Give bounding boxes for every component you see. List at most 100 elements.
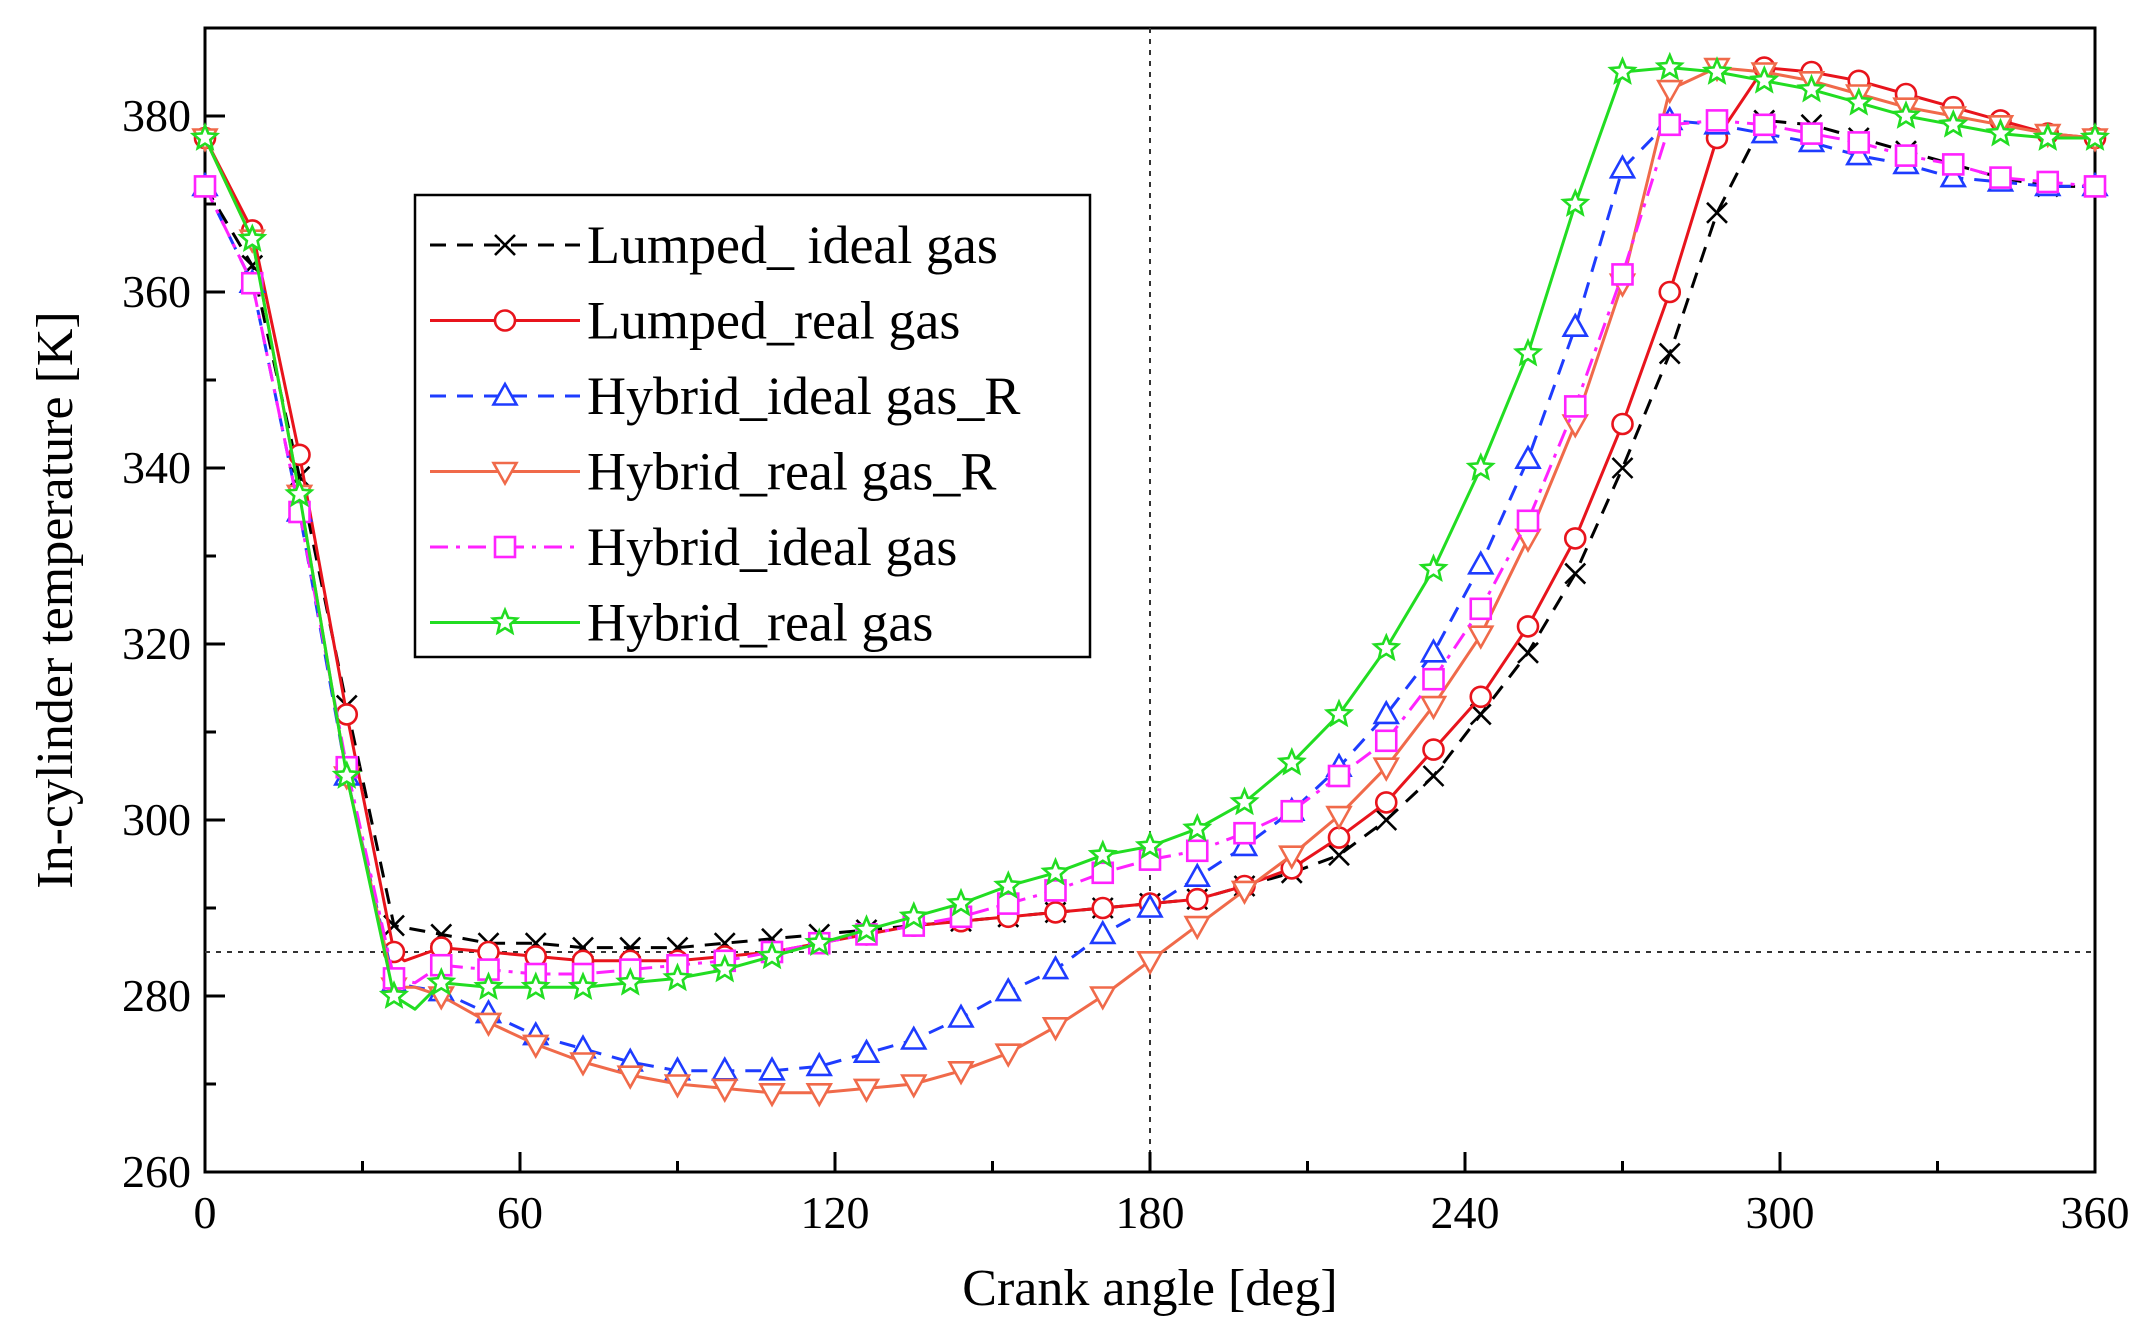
data-point-hybrid-real-gas [237, 223, 268, 253]
data-point-lumped-real-gas [1374, 791, 1398, 814]
data-point-hybrid-real-gas [473, 971, 504, 1001]
legend-label-hybrid-real-gas-r: Hybrid_real gas_R [587, 442, 996, 502]
data-point-hybrid-ideal-gas-r [1089, 919, 1117, 945]
x-marker-stroke [1469, 703, 1492, 726]
x-tick-label: 360 [2061, 1187, 2130, 1238]
data-point-lumped-real-gas [1611, 412, 1634, 436]
legend-marker-lumped-real-gas [493, 309, 517, 332]
data-point-hybrid-ideal-gas-r [1608, 154, 1637, 179]
data-point-hybrid-ideal-gas [1989, 166, 2012, 189]
data-point-hybrid-ideal-gas [1563, 395, 1587, 418]
data-point-lumped-ideal-gas [1469, 703, 1492, 726]
series-hybrid-real-gas [189, 51, 2111, 1011]
series-layer [189, 51, 2111, 1108]
data-point-hybrid-real-gas [1087, 839, 1118, 869]
data-point-lumped-real-gas [335, 703, 359, 726]
data-point-hybrid-ideal-gas-r [1230, 831, 1259, 857]
data-point-hybrid-real-gas [898, 900, 929, 930]
x-marker-stroke [1658, 342, 1681, 365]
y-tick-label: 260 [122, 1146, 191, 1197]
data-point-lumped-ideal-gas [1658, 342, 1681, 365]
data-point-hybrid-real-gas [1938, 108, 1969, 138]
x-marker-stroke [1517, 641, 1539, 664]
data-point-hybrid-real-gas [1843, 86, 1874, 116]
data-point-hybrid-real-gas [1418, 553, 1449, 583]
data-point-hybrid-ideal-gas-r [994, 976, 1022, 1002]
data-point-hybrid-ideal-gas [1280, 799, 1304, 823]
data-point-hybrid-real-gas [993, 870, 1024, 899]
data-point-hybrid-ideal-gas-r [711, 1056, 739, 1081]
data-point-hybrid-real-gas [1371, 632, 1402, 662]
data-point-hybrid-real-gas-r [758, 1083, 786, 1108]
legend-label-lumped-real-gas: Lumped_real gas [587, 291, 960, 351]
data-point-lumped-ideal-gas [1328, 844, 1350, 867]
data-point-hybrid-ideal-gas [1705, 109, 1729, 132]
series-line-hybrid-ideal-gas [203, 118, 2096, 985]
data-point-hybrid-real-gas [284, 478, 315, 508]
data-point-hybrid-real-gas [567, 971, 599, 1001]
data-point-lumped-real-gas [1185, 887, 1209, 911]
data-point-hybrid-real-gas-r [1089, 986, 1117, 1011]
legend-item-hybrid-ideal-gas-r: Hybrid_ideal gas_R [430, 366, 1020, 426]
x-marker-stroke [1422, 765, 1445, 787]
data-point-hybrid-ideal-gas-r [1136, 893, 1164, 918]
data-point-lumped-real-gas [1327, 826, 1351, 849]
data-point-hybrid-real-gas [1512, 337, 1544, 367]
y-tick-label: 380 [122, 90, 191, 141]
data-point-hybrid-ideal-gas-r [1514, 444, 1542, 470]
data-point-hybrid-ideal-gas [1941, 153, 1965, 176]
legend-marker-hybrid-ideal-gas [493, 535, 517, 559]
data-point-hybrid-real-gas [426, 966, 457, 996]
data-point-lumped-real-gas [1658, 280, 1682, 304]
data-point-lumped-real-gas [1044, 901, 1067, 924]
data-point-hybrid-ideal-gas-r [1372, 699, 1400, 725]
data-point-lumped-real-gas [1516, 615, 1540, 638]
data-point-hybrid-ideal-gas [1800, 122, 1823, 145]
data-point-hybrid-real-gas [1796, 73, 1827, 103]
legend-marker-hybrid-real-gas [489, 606, 521, 636]
data-point-lumped-ideal-gas [1422, 765, 1445, 787]
x-marker-stroke [1706, 201, 1728, 224]
data-point-hybrid-real-gas-r [1467, 625, 1495, 650]
legend-item-hybrid-real-gas: Hybrid_real gas [430, 593, 933, 653]
data-point-hybrid-ideal-gas [193, 175, 217, 198]
data-point-hybrid-ideal-gas [1185, 839, 1209, 863]
data-point-hybrid-real-gas-r [1561, 414, 1589, 439]
legend-marker-hybrid-ideal-gas-r [491, 381, 519, 406]
data-point-hybrid-ideal-gas-r [900, 1025, 928, 1050]
data-point-hybrid-real-gas [1182, 812, 1213, 842]
x-marker-stroke [383, 914, 405, 937]
y-tick-label: 320 [122, 618, 191, 669]
data-point-lumped-ideal-gas [1564, 562, 1587, 585]
x-marker-stroke [494, 234, 516, 256]
data-point-hybrid-ideal-gas [1516, 509, 1540, 533]
data-point-hybrid-real-gas [662, 962, 693, 992]
legend-label-lumped-ideal-gas: Lumped_ ideal gas [587, 215, 998, 275]
data-point-hybrid-real-gas [1465, 452, 1496, 481]
legend-label-hybrid-ideal-gas-r: Hybrid_ideal gas_R [587, 366, 1020, 426]
data-point-hybrid-ideal-gas-r [1939, 162, 1967, 188]
data-point-hybrid-real-gas [1607, 56, 1638, 85]
data-point-hybrid-ideal-gas [1091, 861, 1115, 885]
data-point-hybrid-ideal-gas [1044, 879, 1067, 902]
data-point-hybrid-real-gas-r [663, 1074, 692, 1099]
data-point-hybrid-real-gas-r [616, 1065, 644, 1090]
data-point-hybrid-real-gas-r [522, 1034, 550, 1060]
data-point-hybrid-real-gas [709, 953, 740, 983]
data-point-hybrid-real-gas-r [1419, 695, 1448, 721]
legend-item-hybrid-real-gas-r: Hybrid_real gas_R [430, 442, 996, 502]
y-tick-label: 280 [122, 970, 191, 1021]
data-point-hybrid-real-gas-r [1278, 845, 1306, 870]
data-point-hybrid-real-gas [331, 760, 362, 789]
axis-ticks [203, 114, 2097, 1174]
x-marker-stroke [1611, 457, 1634, 479]
legend-label-hybrid-ideal-gas: Hybrid_ideal gas [587, 517, 957, 577]
data-point-hybrid-ideal-gas-r [1467, 550, 1495, 575]
data-point-hybrid-real-gas [2079, 122, 2111, 151]
data-point-hybrid-ideal-gas [1469, 597, 1493, 621]
data-point-hybrid-real-gas [615, 966, 646, 996]
data-point-hybrid-ideal-gas [2036, 170, 2060, 194]
data-point-hybrid-ideal-gas [1752, 113, 1776, 137]
y-axis-title: In-cylinder temperature [K] [27, 311, 84, 888]
y-tick-label: 300 [122, 794, 191, 845]
